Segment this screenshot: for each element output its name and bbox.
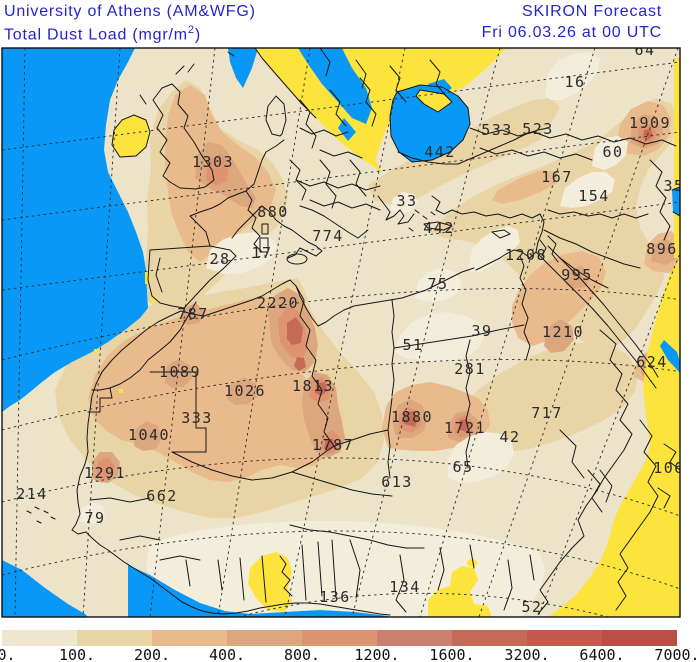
colorbar-segment bbox=[452, 630, 527, 646]
map-value-label: 624 bbox=[636, 353, 668, 371]
borders-coastlines bbox=[26, 48, 680, 616]
map-value-label: 65 bbox=[452, 458, 473, 476]
map-value-label: 1303 bbox=[192, 153, 234, 171]
colorbar-tick: 800. bbox=[283, 646, 321, 662]
map-value-label: 774 bbox=[312, 227, 344, 245]
colorbar-segment bbox=[377, 630, 452, 646]
product-title: Total Dust Load (mgr/m2) bbox=[4, 24, 201, 44]
colorbar-tick: 1200. bbox=[354, 646, 400, 662]
map-value-label: 333 bbox=[181, 409, 213, 427]
map-value-label: 1787 bbox=[312, 436, 354, 454]
colorbar-tick-labels: 10. 100. 200. 400. 800. 1200. 1600. 3200. 6400. 7… bbox=[0, 646, 700, 662]
map-value-label: 717 bbox=[531, 404, 563, 422]
map-value-label: 896 bbox=[646, 240, 678, 258]
map-value-label: 136 bbox=[319, 588, 351, 606]
map-value-label: 39 bbox=[471, 322, 492, 340]
colorbar-segment bbox=[77, 630, 152, 646]
product-title-text: Total Dust Load (mgr/m bbox=[4, 26, 188, 44]
map-value-label: 1040 bbox=[128, 426, 170, 444]
map-value-label: 17 bbox=[251, 244, 272, 262]
model-name: SKIRON Forecast bbox=[521, 3, 662, 20]
map-value-label: 16 bbox=[564, 73, 585, 91]
map-value-label: 442 bbox=[423, 219, 455, 237]
map-value-label: 281 bbox=[454, 360, 486, 378]
colorbar-segment bbox=[152, 630, 227, 646]
map-value-label: 1210 bbox=[542, 323, 584, 341]
product-title-close: ) bbox=[194, 26, 201, 44]
map-value-label: 662 bbox=[146, 487, 178, 505]
map-value-label: 60 bbox=[602, 143, 623, 161]
map-value-label: 35 bbox=[663, 177, 684, 195]
map-value-label: 134 bbox=[389, 578, 421, 596]
map-value-label: 787 bbox=[177, 305, 209, 323]
map-value-label: 2220 bbox=[257, 294, 299, 312]
colorbar-tick: 10. bbox=[0, 646, 16, 662]
map-value-label: 51 bbox=[402, 336, 423, 354]
map-value-label: 533 bbox=[481, 121, 513, 139]
map-value-label: 1813 bbox=[292, 377, 334, 395]
colorbar-segment bbox=[602, 630, 677, 646]
map-value-label: 523 bbox=[522, 120, 554, 138]
map-value-label: 75 bbox=[427, 275, 448, 293]
map-value-label: 28 bbox=[209, 250, 230, 268]
institution-title: University of Athens (AM&WFG) bbox=[4, 3, 256, 20]
superscript-2: 2 bbox=[187, 24, 195, 36]
map-value-label: 154 bbox=[578, 187, 610, 205]
map-frame bbox=[1, 47, 681, 618]
colorbar-tick: 1600. bbox=[429, 646, 475, 662]
colorbar-tick: 6400. bbox=[579, 646, 625, 662]
map-value-label: 79 bbox=[84, 509, 105, 527]
dust-load-colorbar bbox=[2, 630, 677, 646]
map-value-label: 167 bbox=[541, 168, 573, 186]
map-value-label: 995 bbox=[561, 266, 593, 284]
seas bbox=[298, 48, 680, 373]
map-value-label: 214 bbox=[16, 485, 48, 503]
map-value-label: 442 bbox=[424, 143, 456, 161]
valid-time: Fri 06.03.26 at 00 UTC bbox=[481, 24, 662, 41]
colorbar-segment bbox=[2, 630, 77, 646]
map-value-label: 42 bbox=[499, 428, 520, 446]
map-value-label: 106 bbox=[653, 459, 685, 477]
colorbar-tick: 7000. bbox=[654, 646, 700, 662]
map-value-label: 1208 bbox=[505, 246, 547, 264]
map-value-label: 1880 bbox=[391, 408, 433, 426]
map-value-label: 1291 bbox=[84, 464, 126, 482]
colorbar-segment bbox=[527, 630, 602, 646]
map-value-label: 613 bbox=[381, 473, 413, 491]
map-value-label: 1026 bbox=[224, 382, 266, 400]
map-value-label: 1909 bbox=[629, 114, 671, 132]
map-value-label: 1721 bbox=[444, 419, 486, 437]
graticule bbox=[2, 48, 680, 617]
colorbar-tick: 400. bbox=[208, 646, 246, 662]
map-value-label: 52 bbox=[521, 598, 542, 616]
map-value-label: 1089 bbox=[159, 363, 201, 381]
colorbar-tick: 200. bbox=[133, 646, 171, 662]
value-labels-layer: 64 1303 880 774 28 17 2220 787 1089 1026 1813 333 10… bbox=[16, 41, 685, 616]
map-value-label: 880 bbox=[257, 203, 289, 221]
map-value-label: 64 bbox=[634, 41, 655, 59]
colorbar-tick: 3200. bbox=[504, 646, 550, 662]
map-value-label: 33 bbox=[396, 192, 417, 210]
colorbar-tick: 100. bbox=[58, 646, 96, 662]
colorbar-segment bbox=[227, 630, 302, 646]
atlantic-ocean bbox=[2, 48, 388, 617]
colorbar-segment bbox=[302, 630, 377, 646]
